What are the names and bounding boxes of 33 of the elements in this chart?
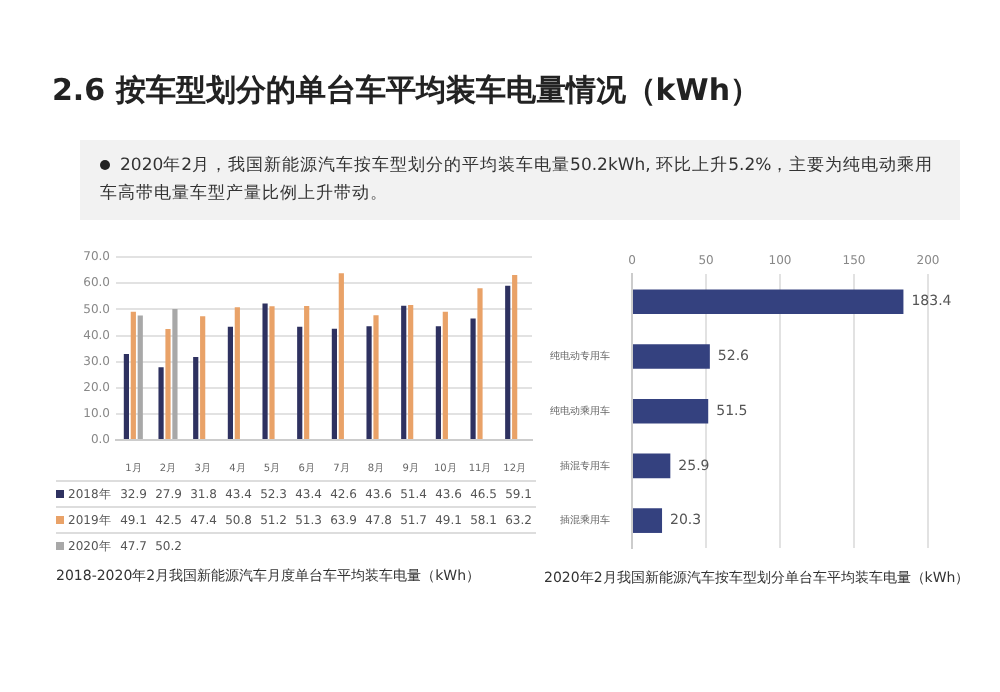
- bar: [373, 315, 379, 439]
- bar: [633, 453, 671, 479]
- text: 2.6 按车型划分的单台车平均装车电量情况（kWh）: [52, 72, 760, 110]
- bar: [165, 329, 171, 439]
- bar: [172, 308, 178, 439]
- bar: [331, 328, 337, 439]
- bar: [193, 356, 199, 439]
- bar: [304, 306, 310, 439]
- bar: [234, 307, 240, 439]
- bar: [477, 288, 483, 439]
- bar: [123, 354, 129, 439]
- bar: [200, 316, 206, 439]
- bar: [130, 311, 136, 439]
- bar: [408, 304, 414, 439]
- bar: [633, 344, 710, 369]
- text: 2020年2月，我国新能源汽车按车型划分的平均装车电量50.2kWh, 环比上升5.2%，主要为纯电动乘用车高带电量车型产量比例上升带动。: [80, 140, 960, 220]
- bar: [227, 326, 233, 439]
- bar: [470, 318, 476, 439]
- bar: [512, 274, 518, 439]
- bar: [158, 367, 164, 439]
- bar: [366, 326, 372, 439]
- bar: [442, 311, 448, 439]
- bar: [401, 305, 407, 439]
- bar: [633, 508, 663, 533]
- bar: [633, 289, 904, 315]
- bar: [505, 285, 511, 439]
- bar: [435, 326, 441, 439]
- bar: [338, 273, 344, 439]
- bar: [633, 398, 709, 424]
- bar: [297, 326, 303, 439]
- bar: [269, 306, 275, 439]
- bar: [137, 315, 143, 439]
- bar: [262, 303, 268, 439]
